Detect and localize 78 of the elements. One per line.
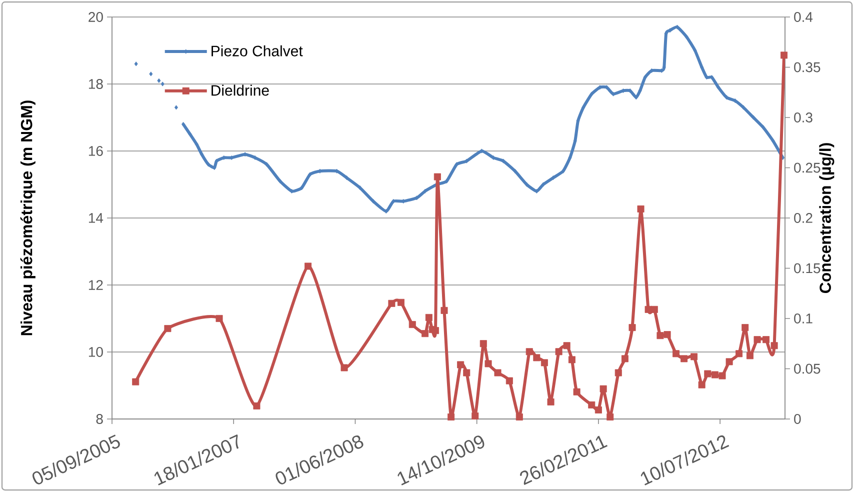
point [397,298,404,306]
point [526,348,533,356]
point [726,358,733,366]
y2-tick-label: 0.2 [794,213,812,223]
legend-label: Dieldrine [212,84,269,96]
point [432,327,439,334]
point [780,52,788,59]
point [480,340,487,348]
y2-tick-label: 0 [794,414,801,424]
point [588,401,596,408]
y-tick-label: 8 [96,414,103,424]
point [746,352,754,360]
point [754,336,761,344]
point [637,205,644,212]
y-tick-label: 10 [88,347,103,357]
point [690,353,698,360]
y2-tick-label: 0.3 [794,112,812,122]
point [555,348,562,356]
point [606,413,614,420]
point [628,324,636,332]
y-axis-title: Niveau piézométrique (m NGM) [20,100,36,336]
point [132,378,140,386]
point [704,370,712,378]
legend-label: Piezo Chalvet [212,45,303,56]
y2-tick-label: 0.1 [794,314,812,324]
point [614,369,622,376]
point [698,381,706,388]
point [440,306,448,314]
point [680,355,688,362]
y2-tick-label: 0.4 [794,12,813,22]
y-tick-label: 18 [88,79,103,89]
point [742,324,749,332]
y2-tick-label: 0.05 [794,364,820,374]
point [711,371,718,378]
y2-axis-title: Concentration (µg/l) [819,143,834,294]
point [600,385,607,392]
point [621,355,628,362]
point [164,325,172,332]
y-tick-label: 14 [88,213,104,223]
point [494,369,502,376]
point [573,388,580,396]
point [506,377,513,384]
y-tick-label: 16 [88,146,103,156]
point [388,300,396,307]
point [457,361,464,368]
point [650,306,658,313]
y-tick-label: 20 [88,12,103,22]
point [770,342,778,350]
point [425,314,432,321]
point [463,369,470,376]
point [408,321,416,328]
point [472,412,479,420]
point [304,262,312,270]
point [762,336,770,344]
point [216,314,223,322]
point [516,413,523,420]
point [434,173,441,180]
point [340,364,348,372]
point [563,342,570,350]
point [672,350,680,358]
y2-tick-label: 0.35 [794,62,820,72]
y2-tick-label: 0.15 [794,263,820,274]
point [253,402,260,410]
point [736,350,743,358]
point [644,306,652,313]
y-tick-label: 12 [88,280,103,290]
point [594,406,602,414]
point [547,398,554,406]
point [422,330,429,338]
point [533,354,540,362]
point [540,359,548,366]
point [718,372,726,380]
point [448,413,455,420]
point [656,332,664,340]
y2-tick-label: 0.25 [794,162,820,173]
point [664,331,671,338]
point [568,356,576,364]
point [484,360,492,368]
